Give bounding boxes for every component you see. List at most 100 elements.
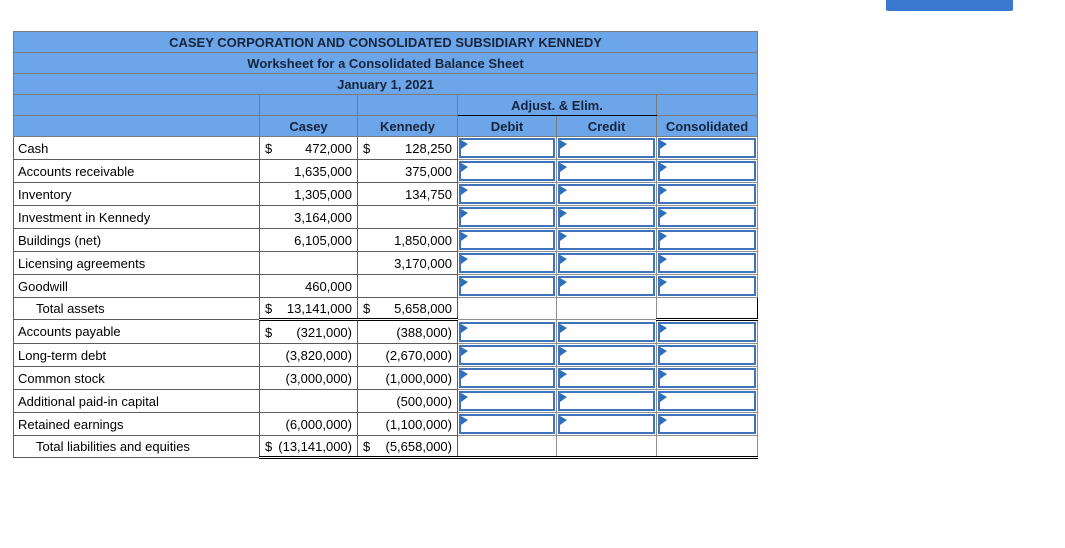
debit-entry-box[interactable] [459,321,555,342]
consolidated-entry-box[interactable] [658,345,757,365]
amount-value: 375,000 [405,163,452,179]
debit-input-cell[interactable] [457,136,557,160]
credit-input-cell[interactable] [556,389,657,413]
debit-input-cell[interactable] [457,412,557,436]
credit-column-header: Credit [556,115,657,137]
consolidated-input-cell[interactable] [655,366,759,390]
debit-input-cell[interactable] [457,343,557,367]
consolidated-input-cell[interactable] [655,274,759,298]
credit-entry-box[interactable] [558,276,655,296]
kennedy-amount: 375,000 [357,159,458,183]
debit-entry-box[interactable] [459,184,555,204]
credit-entry-box[interactable] [558,391,655,411]
debit-input-cell[interactable] [457,228,557,252]
row-label: Additional paid-in capital [13,389,260,413]
amount-value: 1,305,000 [294,186,352,202]
debit-entry-box[interactable] [459,253,555,273]
credit-entry-box[interactable] [558,321,655,342]
debit-entry-box[interactable] [459,161,555,181]
consolidated-input-cell[interactable] [655,389,759,413]
table-row: Common stock (3,000,000) (1,000,000) [13,366,759,390]
debit-entry-box[interactable] [459,138,555,158]
credit-entry-box[interactable] [558,207,655,227]
credit-input-cell[interactable] [556,343,657,367]
credit-input-cell[interactable] [556,319,657,344]
debit-input-cell[interactable] [457,182,557,206]
consolidated-input-cell[interactable] [655,159,759,183]
worksheet-date: January 1, 2021 [12,73,759,95]
debit-entry-box[interactable] [459,276,555,296]
amount-value: (3,820,000) [285,347,353,363]
consolidated-entry-box[interactable] [658,230,757,250]
credit-input-cell[interactable] [556,366,657,390]
consolidated-input-cell[interactable] [655,182,759,206]
consolidated-column-header: Consolidated [655,115,759,137]
debit-entry-box[interactable] [459,207,555,227]
consolidated-input-cell[interactable] [655,412,759,436]
consolidated-entry-box[interactable] [658,138,757,158]
credit-input-cell[interactable] [556,182,657,206]
credit-entry-box[interactable] [558,414,655,434]
row-label: Common stock [13,366,260,390]
consolidated-entry-box[interactable] [658,414,757,434]
debit-input-cell[interactable] [457,159,557,183]
credit-input-cell[interactable] [556,205,657,229]
consolidated-input-cell[interactable] [655,136,759,160]
table-row: Licensing agreements 3,170,000 [13,251,759,275]
row-label: Total liabilities and equities [13,435,260,458]
credit-entry-box[interactable] [558,138,655,158]
consolidated-entry-box[interactable] [658,184,757,204]
consolidated-input-cell[interactable] [655,228,759,252]
kennedy-amount: (388,000) [357,319,458,344]
kennedy-amount: 1,850,000 [357,228,458,252]
credit-input-cell[interactable] [556,274,657,298]
table-row: Additional paid-in capital (500,000) [13,389,759,413]
credit-input-cell[interactable] [556,412,657,436]
debit-input-cell[interactable] [457,366,557,390]
debit-input-cell[interactable] [457,205,557,229]
consolidated-entry-box[interactable] [658,161,757,181]
credit-input-cell[interactable] [556,251,657,275]
debit-input-cell[interactable] [457,251,557,275]
amount-value: 472,000 [305,140,352,156]
credit-input-cell[interactable] [556,136,657,160]
credit-entry-box[interactable] [558,253,655,273]
amount-value: (6,000,000) [285,416,353,432]
credit-input-cell[interactable] [556,228,657,252]
row-label: Goodwill [13,274,260,298]
consolidated-entry-box[interactable] [658,322,757,342]
kennedy-amount: (1,000,000) [357,366,458,390]
credit-entry-box[interactable] [558,230,655,250]
credit-entry-box[interactable] [558,184,655,204]
credit-input-cell[interactable] [556,159,657,183]
consolidated-entry-box[interactable] [658,207,757,227]
consolidated-entry-box[interactable] [658,368,757,388]
row-label: Long-term debt [13,343,260,367]
consolidated-input-cell[interactable] [655,205,759,229]
consolidated-input-cell[interactable] [655,319,759,344]
debit-input-cell[interactable] [457,389,557,413]
amount-value: 3,170,000 [394,255,452,271]
currency-symbol: $ [265,140,273,156]
table-row: Retained earnings (6,000,000) (1,100,000) [13,412,759,436]
consolidated-input-cell[interactable] [655,251,759,275]
consolidated-input-cell[interactable] [655,343,759,367]
debit-entry-box[interactable] [459,391,555,411]
worksheet-title: CASEY CORPORATION AND CONSOLIDATED SUBSI… [12,31,759,53]
consolidated-entry-box[interactable] [658,253,757,273]
primary-action-button[interactable] [886,0,1013,11]
debit-entry-box[interactable] [459,230,555,250]
credit-entry-box[interactable] [558,345,655,365]
debit-entry-box[interactable] [459,368,555,388]
credit-entry-box[interactable] [558,368,655,388]
credit-entry-box[interactable] [558,161,655,181]
consolidated-entry-box[interactable] [658,391,757,411]
debit-entry-box[interactable] [459,414,555,434]
debit-input-cell[interactable] [457,274,557,298]
debit-entry-box[interactable] [459,345,555,365]
amount-value: (5,658,000) [385,438,453,454]
consolidated-entry-box[interactable] [658,276,757,296]
row-label: Licensing agreements [13,251,260,275]
debit-input-cell[interactable] [457,319,557,344]
kennedy-amount: (2,670,000) [357,343,458,367]
